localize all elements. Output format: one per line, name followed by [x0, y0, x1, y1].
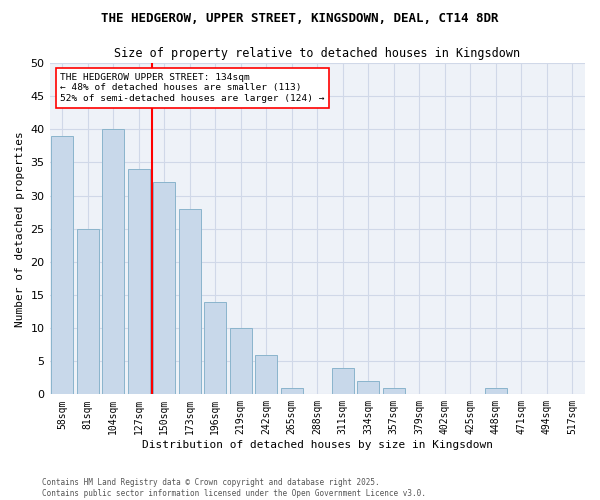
Bar: [103, 130, 124, 394]
Title: Size of property relative to detached houses in Kingsdown: Size of property relative to detached ho…: [114, 48, 520, 60]
Text: THE HEDGEROW, UPPER STREET, KINGSDOWN, DEAL, CT14 8DR: THE HEDGEROW, UPPER STREET, KINGSDOWN, D…: [101, 12, 499, 26]
Bar: [179, 209, 200, 394]
Bar: [383, 388, 404, 394]
Bar: [230, 328, 251, 394]
Y-axis label: Number of detached properties: Number of detached properties: [15, 131, 25, 326]
Bar: [128, 169, 149, 394]
Text: Contains HM Land Registry data © Crown copyright and database right 2025.
Contai: Contains HM Land Registry data © Crown c…: [42, 478, 426, 498]
Bar: [52, 136, 73, 394]
Bar: [77, 228, 98, 394]
Bar: [205, 302, 226, 394]
Bar: [281, 388, 302, 394]
Bar: [332, 368, 353, 394]
Bar: [256, 354, 277, 395]
Bar: [485, 388, 506, 394]
Text: THE HEDGEROW UPPER STREET: 134sqm
← 48% of detached houses are smaller (113)
52%: THE HEDGEROW UPPER STREET: 134sqm ← 48% …: [60, 73, 325, 103]
Bar: [358, 381, 379, 394]
Bar: [154, 182, 175, 394]
X-axis label: Distribution of detached houses by size in Kingsdown: Distribution of detached houses by size …: [142, 440, 493, 450]
